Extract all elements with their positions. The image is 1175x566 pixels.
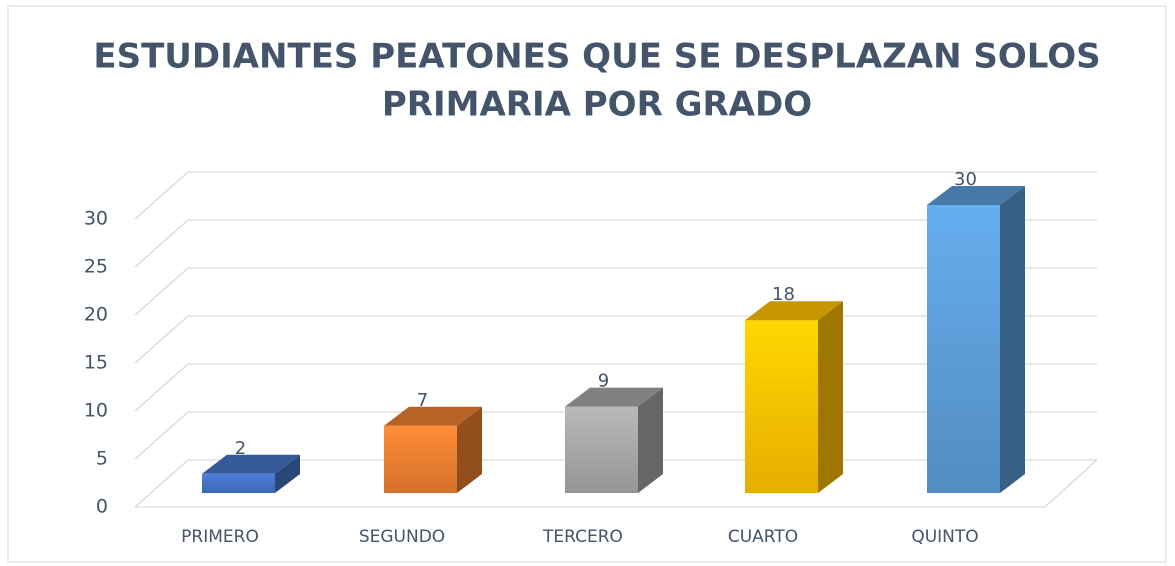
grid-line bbox=[134, 219, 1097, 268]
chart-title: ESTUDIANTES PEATONES QUE SE DESPLAZAN SO… bbox=[93, 37, 1100, 77]
bar-front bbox=[745, 320, 818, 493]
grid-line bbox=[134, 171, 1097, 220]
y-tick-label: 30 bbox=[84, 208, 108, 230]
bar-side bbox=[818, 301, 843, 493]
value-label: 30 bbox=[954, 169, 977, 190]
value-label: 2 bbox=[235, 438, 246, 459]
grid-line bbox=[134, 267, 1097, 316]
bar-front bbox=[565, 406, 638, 493]
bar-side bbox=[638, 387, 663, 493]
y-tick-label: 5 bbox=[96, 448, 108, 470]
bar-front bbox=[202, 473, 275, 493]
bar-top bbox=[927, 186, 1025, 205]
y-tick-label: 20 bbox=[84, 304, 108, 326]
chart-border bbox=[7, 5, 1167, 563]
bar-front bbox=[384, 425, 457, 493]
y-tick-label: 10 bbox=[84, 400, 108, 422]
bar-top bbox=[202, 454, 300, 474]
x-tick-label: QUINTO bbox=[911, 527, 978, 547]
bar-top bbox=[565, 387, 663, 407]
bar-top bbox=[384, 406, 482, 426]
x-tick-label: SEGUNDO bbox=[359, 527, 445, 547]
value-label: 7 bbox=[417, 390, 428, 411]
y-tick-label: 15 bbox=[84, 352, 108, 374]
y-tick-label: 0 bbox=[96, 496, 108, 518]
bar-front bbox=[927, 205, 1000, 493]
x-tick-label: TERCERO bbox=[542, 527, 623, 547]
bar-side bbox=[457, 406, 482, 493]
x-tick-label: CUARTO bbox=[728, 527, 798, 547]
floor-line bbox=[1044, 459, 1098, 508]
chart-title: PRIMARIA POR GRADO bbox=[382, 85, 812, 125]
bar-side bbox=[1000, 186, 1025, 493]
x-tick-label: PRIMERO bbox=[181, 527, 259, 547]
value-label: 9 bbox=[598, 371, 609, 392]
bar-top bbox=[745, 301, 843, 321]
bar-side bbox=[275, 454, 300, 493]
value-label: 18 bbox=[772, 284, 795, 305]
y-tick-label: 25 bbox=[84, 256, 108, 278]
